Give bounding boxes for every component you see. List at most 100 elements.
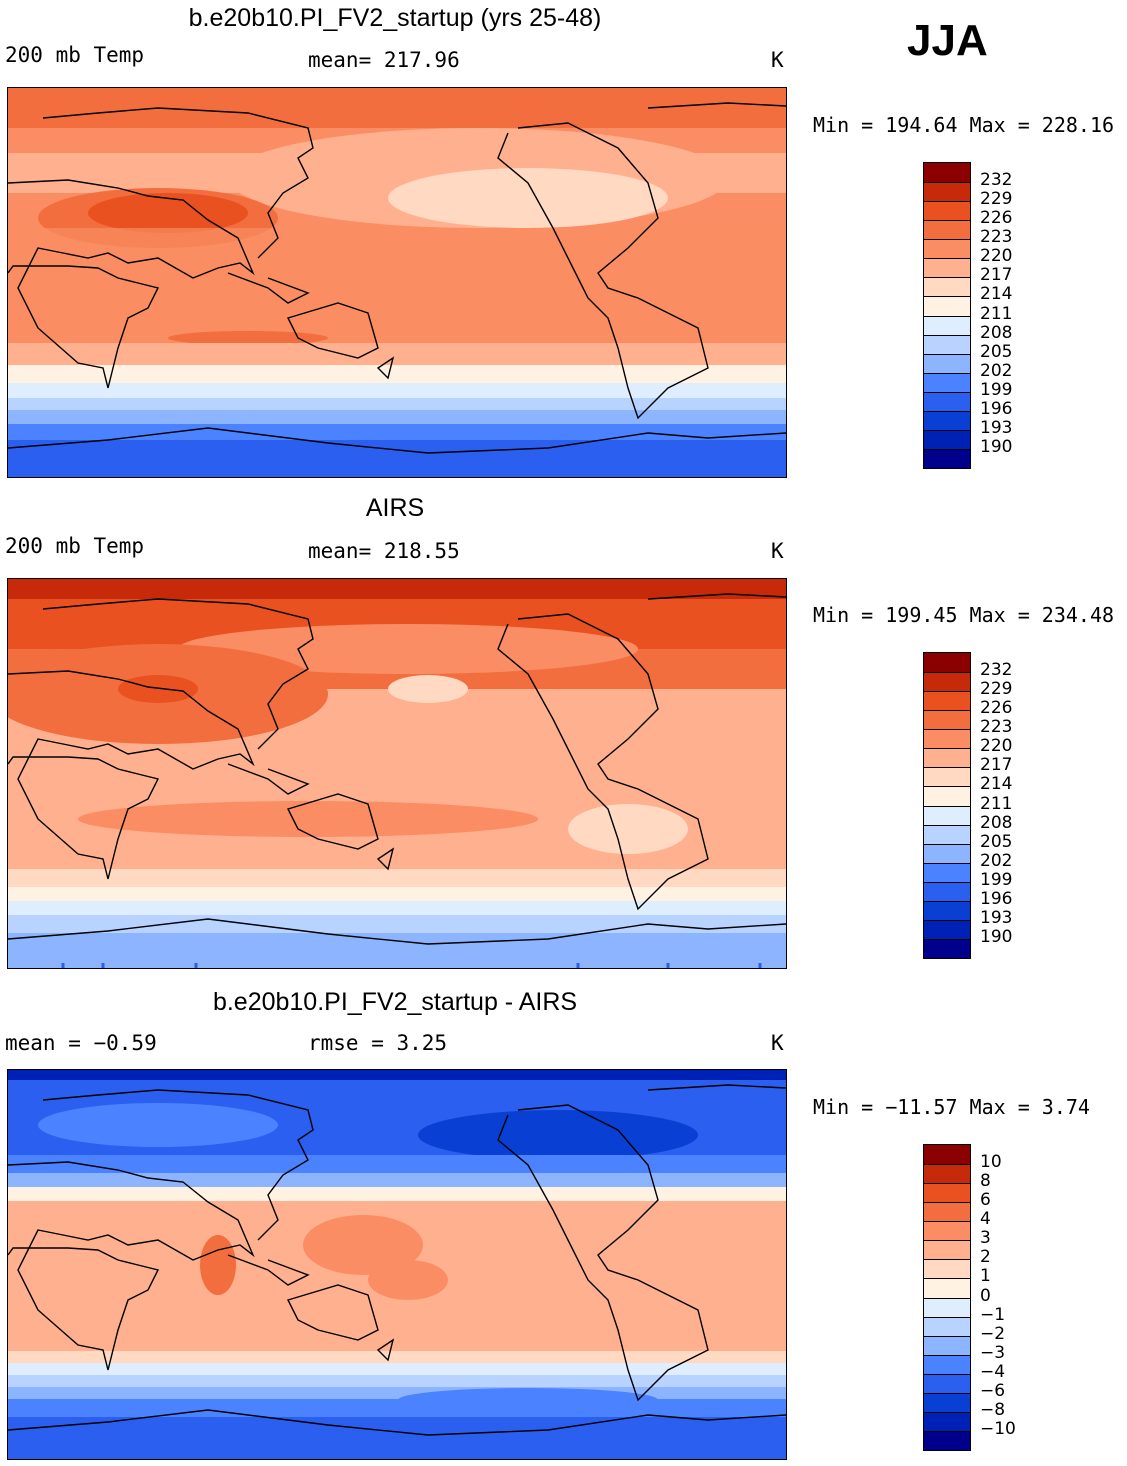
colorbar-swatch — [924, 748, 970, 768]
map-obs — [7, 578, 787, 969]
colorbar-tick-label: 10 — [980, 1152, 1002, 1173]
colorbar-tick-label: 190 — [980, 926, 1013, 947]
colorbar-swatch — [924, 729, 970, 749]
colorbar-swatch — [924, 1145, 970, 1165]
colorbar-swatch — [924, 220, 970, 240]
colorbar-tick-label: 217 — [980, 755, 1013, 776]
map-field-model — [8, 88, 786, 477]
colorbar-swatch — [924, 277, 970, 297]
variable-label: 200 mb Temp — [5, 43, 145, 67]
colorbar-swatch — [924, 1202, 970, 1222]
colorbar-tick-label: 202 — [980, 360, 1013, 381]
colorbar-tick-label: −10 — [980, 1418, 1016, 1439]
colorbar-tick-label: 196 — [980, 398, 1013, 419]
minmax-label: Min = 199.45 Max = 234.48 — [813, 603, 1115, 627]
map-field-diff — [8, 1070, 786, 1459]
colorbar-swatch — [924, 1335, 970, 1355]
colorbar-swatch — [924, 1240, 970, 1260]
colorbar-tick-label: 202 — [980, 850, 1013, 871]
colorbar-tick-label: −8 — [980, 1399, 1006, 1420]
colorbar-tick-label: 211 — [980, 793, 1013, 814]
colorbar-tick-label: 214 — [980, 774, 1013, 795]
colorbar-swatch — [924, 239, 970, 259]
colorbar-swatch — [924, 1221, 970, 1241]
colorbar-swatch — [924, 334, 970, 354]
colorbar-tick-label: 199 — [980, 379, 1013, 400]
panel-title: b.e20b10.PI_FV2_startup - AIRS — [212, 988, 578, 1016]
colorbar-swatch — [924, 1411, 970, 1431]
colorbar-tick-label: 229 — [980, 189, 1013, 210]
colorbar-swatch — [924, 429, 970, 449]
units-label: K — [771, 48, 784, 72]
colorbar-swatch — [924, 1278, 970, 1298]
colorbar-swatch — [924, 410, 970, 430]
colorbar-tick-label: 214 — [980, 284, 1013, 305]
colorbar-tick-label: 217 — [980, 265, 1013, 286]
colorbar-tick-label: 220 — [980, 736, 1013, 757]
colorbar-swatch — [924, 767, 970, 787]
colorbar-swatch — [924, 1354, 970, 1374]
colorbar-swatch — [924, 1430, 970, 1450]
colorbar-swatch — [924, 919, 970, 939]
colorbar-swatch — [924, 653, 970, 673]
colorbar-tick-label: 8 — [980, 1171, 991, 1192]
colorbar-tick-label: 196 — [980, 888, 1013, 909]
colorbar-swatch — [924, 1259, 970, 1279]
colorbar-tick-label: 193 — [980, 907, 1013, 928]
panel-title: b.e20b10.PI_FV2_startup (yrs 25-48) — [188, 4, 602, 32]
colorbar-swatch — [924, 201, 970, 221]
colorbar-tick-label: 223 — [980, 227, 1013, 248]
units-label: K — [771, 1031, 784, 1055]
map-model — [7, 87, 787, 478]
colorbar-tick-label: 229 — [980, 679, 1013, 700]
colorbar-tick-label: 190 — [980, 436, 1013, 457]
mean-label: mean= 217.96 — [308, 48, 460, 72]
panel-title: AIRS — [365, 494, 425, 522]
minmax-label: Min = −11.57 Max = 3.74 — [813, 1095, 1090, 1119]
colorbar-swatch — [924, 900, 970, 920]
colorbar-tick-label: 223 — [980, 717, 1013, 738]
colorbar-tick-label: 0 — [980, 1285, 991, 1306]
rmse-label: rmse = 3.25 — [308, 1031, 448, 1055]
colorbar-diff — [923, 1144, 971, 1451]
colorbar-swatch — [924, 296, 970, 316]
colorbar-tick-label: 226 — [980, 698, 1013, 719]
panel-obs: AIRS 200 mb Temp mean= 218.55 K — [0, 490, 1127, 980]
colorbar-swatch — [924, 672, 970, 692]
colorbar-tick-label: −4 — [980, 1361, 1006, 1382]
colorbar-swatch — [924, 805, 970, 825]
colorbar-tick-label: 2 — [980, 1247, 991, 1268]
colorbar-tick-label: 6 — [980, 1190, 991, 1211]
colorbar-swatch — [924, 315, 970, 335]
colorbar-tick-label: 205 — [980, 831, 1013, 852]
colorbar-tick-label: −6 — [980, 1380, 1006, 1401]
colorbar-model — [923, 162, 971, 469]
minmax-label: Min = 194.64 Max = 228.16 — [813, 113, 1115, 137]
colorbar-swatch — [924, 1164, 970, 1184]
colorbar-swatch — [924, 182, 970, 202]
colorbar-swatch — [924, 1297, 970, 1317]
colorbar-tick-label: 193 — [980, 417, 1013, 438]
colorbar-swatch — [924, 353, 970, 373]
colorbar-swatch — [924, 372, 970, 392]
panel-model: b.e20b10.PI_FV2_startup (yrs 25-48) 200 … — [0, 0, 1127, 490]
colorbar-tick-label: −2 — [980, 1323, 1006, 1344]
colorbar-tick-label: 208 — [980, 812, 1013, 833]
colorbar-swatch — [924, 862, 970, 882]
colorbar-tick-label: 211 — [980, 303, 1013, 324]
colorbar-swatch — [924, 824, 970, 844]
colorbar-swatch — [924, 881, 970, 901]
colorbar-tick-label: 4 — [980, 1209, 991, 1230]
colorbar-swatch — [924, 786, 970, 806]
variable-label: 200 mb Temp — [5, 534, 145, 558]
colorbar-tick-label: 199 — [980, 869, 1013, 890]
colorbar-tick-label: 232 — [980, 660, 1013, 681]
mean-label: mean = −0.59 — [5, 1031, 157, 1055]
mean-label: mean= 218.55 — [308, 539, 460, 563]
colorbar-swatch — [924, 1392, 970, 1412]
colorbar-swatch — [924, 938, 970, 958]
colorbar-swatch — [924, 710, 970, 730]
map-field-obs — [8, 579, 786, 968]
panel-diff: b.e20b10.PI_FV2_startup - AIRS mean = −0… — [0, 980, 1127, 1466]
colorbar-tick-label: 226 — [980, 208, 1013, 229]
